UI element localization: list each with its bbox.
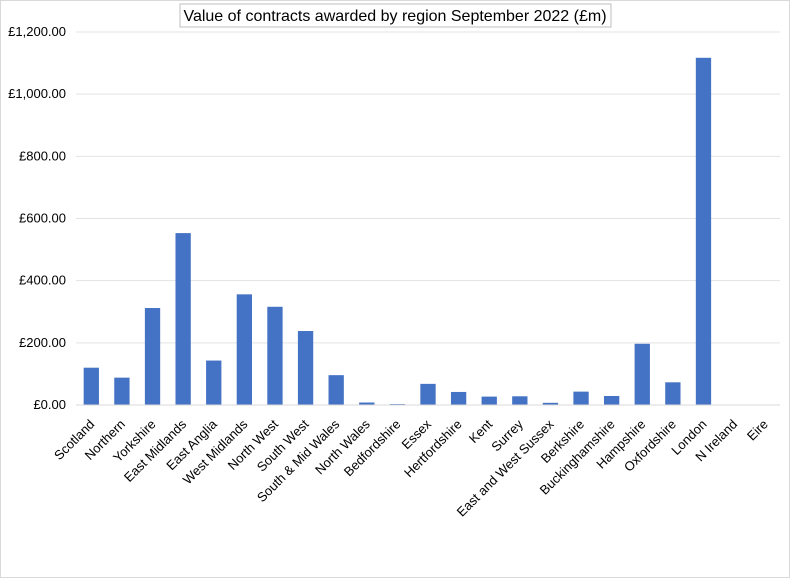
bar [573,391,589,405]
y-tick-label: £1,200.00 [8,24,66,39]
bar [297,331,314,405]
bar [206,360,222,405]
gridlines [76,31,780,344]
y-tick-label: £600.00 [19,211,66,226]
bar [665,382,681,405]
bar [450,391,467,405]
bar [604,395,620,405]
x-tick-label: Eire [744,417,771,444]
bar [328,375,344,405]
bar [420,383,436,405]
bar [144,308,161,405]
bar [634,343,650,405]
y-tick-label: £0.00 [33,397,66,412]
bar [512,396,528,405]
bar [359,402,375,405]
y-axis-labels: £0.00 £200.00 £400.00 £600.00 £800.00 £1,000.… [8,24,66,412]
chart-title-group: Value of contracts awarded by region Sep… [179,3,612,28]
bar [175,233,191,405]
bar [114,377,130,405]
bar [542,402,559,405]
bars [83,57,712,406]
y-tick-label: £400.00 [19,273,66,288]
y-tick-label: £800.00 [19,148,66,163]
bar [481,396,497,405]
bar [83,367,99,405]
chart-title: Value of contracts awarded by region Sep… [183,8,606,25]
y-tick-label: £200.00 [19,335,66,350]
y-tick-label: £1,000.00 [8,86,66,101]
chart-title-box [179,3,612,28]
bar [267,306,283,405]
bar [695,57,712,406]
bar [236,294,252,405]
